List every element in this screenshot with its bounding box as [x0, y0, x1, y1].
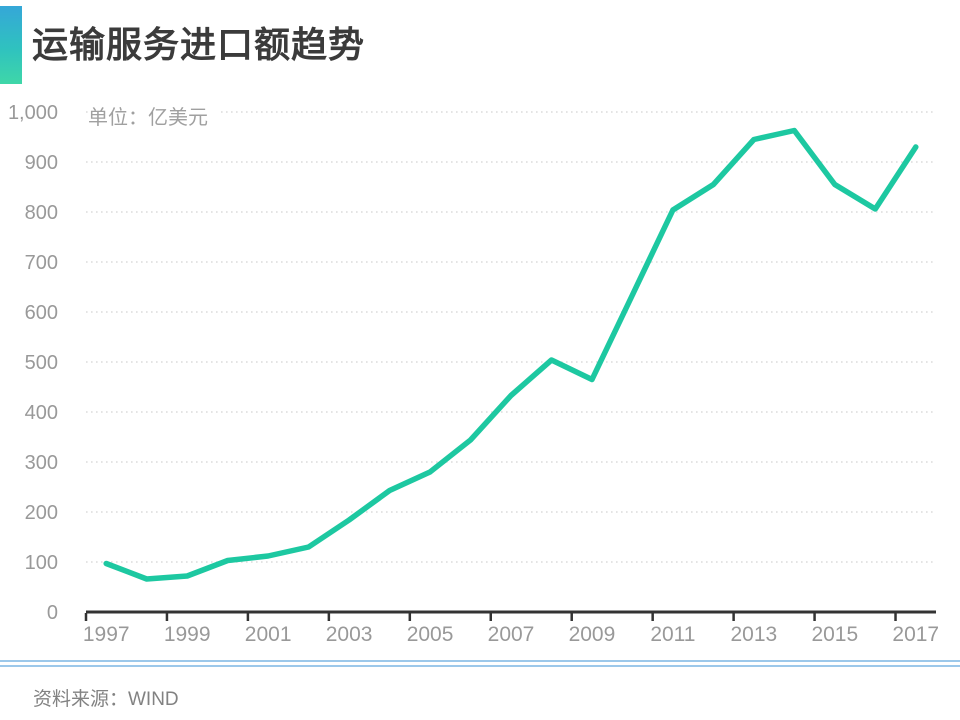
y-axis-label: 600 [25, 302, 58, 324]
y-axis-label: 500 [25, 352, 58, 374]
y-axis-label: 900 [25, 152, 58, 174]
unit-label: 单位：亿美元 [88, 101, 218, 130]
page-title: 运输服务进口额趋势 [32, 24, 366, 65]
x-axis-label: 1997 [83, 623, 130, 646]
x-axis-label: 2003 [326, 623, 373, 646]
y-axis-label: 1,000 [8, 102, 58, 124]
source-label: 资料来源：WIND [33, 689, 179, 710]
y-axis-label: 200 [25, 502, 58, 524]
y-axis-label: 700 [25, 252, 58, 274]
x-axis-label: 2015 [811, 623, 858, 646]
footer-divider [0, 660, 960, 667]
x-axis-label: 1999 [164, 623, 211, 646]
x-axis-label: 2013 [730, 623, 777, 646]
y-axis-label: 100 [25, 552, 58, 574]
x-axis-label: 2011 [650, 623, 695, 646]
x-axis-label: 2005 [407, 623, 454, 646]
trend-line [103, 127, 919, 582]
x-axis-label: 2001 [245, 623, 292, 646]
title-accent-bar [0, 6, 22, 84]
x-axis-label: 2009 [569, 623, 616, 646]
y-axis-label: 300 [25, 452, 58, 474]
y-axis-label: 400 [25, 402, 58, 424]
x-axis-label: 2007 [488, 623, 535, 646]
y-axis-label: 800 [25, 202, 58, 224]
x-axis-label: 2017 [892, 623, 939, 646]
y-axis-label: 0 [47, 602, 58, 624]
